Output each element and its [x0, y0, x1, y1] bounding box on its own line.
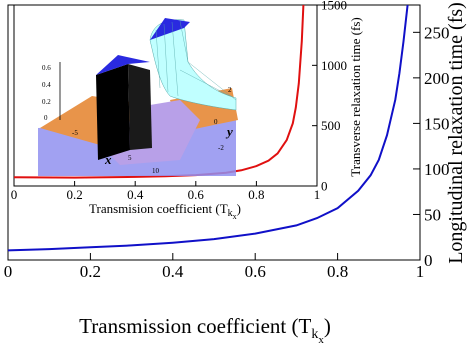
surface-mesh-lines: [155, 20, 237, 101]
inset-y-tick-label-0: 0: [321, 179, 328, 194]
main-x-ticks: 0 0.2 0.4 0.6 0.8 1: [4, 253, 425, 281]
surface-wall-face: [128, 64, 152, 150]
surface-y-axis-label: y: [225, 124, 233, 139]
inset-y-tick-label-2: 1000: [321, 58, 347, 73]
surface-z-tick-2: 0.2: [42, 98, 51, 106]
main-y-tick-label-0: 0: [424, 251, 433, 270]
surface-y-tick-0: 2: [228, 86, 232, 94]
surface-plot-illustration: 0.6 0.4 0.2 0 -5 0 5 10 2 0 -2 x y: [38, 18, 238, 176]
surface-z-tick-0: 0.6: [42, 64, 51, 72]
inset-x-tick-label-5: 1: [314, 187, 321, 202]
inset-x-tick-label-2: 0.4: [127, 187, 144, 202]
surface-wall-left: [96, 64, 130, 160]
main-y-tick-label-4: 200: [424, 69, 450, 88]
main-x-tick-label-4: 0.8: [327, 262, 348, 281]
surface-x-tick-1: 0: [100, 141, 104, 149]
main-x-tick-label-1: 0.2: [80, 262, 101, 281]
surface-x-tick-3: 10: [152, 167, 160, 175]
surface-z-tick-3: 0: [44, 114, 48, 122]
main-y-axis-label: Longitudinal relaxation time (fs): [445, 2, 467, 264]
surface-x-axis-label: x: [104, 152, 112, 167]
inset-x-tick-label-0: 0: [11, 187, 18, 202]
inset-y-tick-label-3: 1500: [321, 0, 347, 13]
surface-y-tick-2: -2: [218, 144, 224, 152]
inset-y-axis-label: Transverse relaxation time (fs): [348, 17, 363, 176]
surface-top-left: [96, 55, 150, 75]
inset-series-layer: [13, 4, 305, 179]
main-y-tick-label-1: 50: [424, 205, 441, 224]
main-x-tick-label-2: 0.4: [162, 262, 184, 281]
surface-y-tick-1: 0: [214, 118, 218, 126]
inset-y-ticks: 0 500 1000 1500: [312, 0, 347, 194]
surface-x-tick-0: -5: [72, 129, 78, 137]
main-y-tick-label-5: 250: [424, 23, 450, 42]
main-x-axis-label: Transmission coefficient (Tkx): [79, 314, 331, 345]
main-series-layer: [7, 4, 409, 252]
surface-x-tick-2: 5: [128, 154, 132, 162]
main-x-tick-label-3: 0.6: [245, 262, 266, 281]
inset-x-tick-label-3: 0.6: [188, 187, 205, 202]
main-x-tick-label-0: 0: [4, 262, 13, 281]
inset-x-tick-label-1: 0.2: [66, 187, 82, 202]
main-series-line-0: [7, 4, 409, 252]
surface-tick-labels: 0.6 0.4 0.2 0 -5 0 5 10 2 0 -2 x y: [42, 64, 233, 175]
inset-x-ticks: 0 0.2 0.4 0.6 0.8 1: [11, 181, 321, 202]
main-y-tick-label-2: 100: [424, 160, 450, 179]
surface-top-right: [150, 18, 190, 40]
inset-x-axis-label: Transmision coefficient (Tkx): [89, 201, 241, 221]
inset-x-tick-label-4: 0.8: [248, 187, 264, 202]
main-y-ticks: 0 50 100 150 200 250: [413, 23, 450, 270]
main-y-tick-label-3: 150: [424, 114, 450, 133]
inset-series-line-0: [13, 4, 305, 179]
main-x-tick-label-5: 1: [416, 262, 425, 281]
surface-z-tick-1: 0.4: [42, 81, 51, 89]
inset-y-tick-label-1: 500: [321, 118, 341, 133]
